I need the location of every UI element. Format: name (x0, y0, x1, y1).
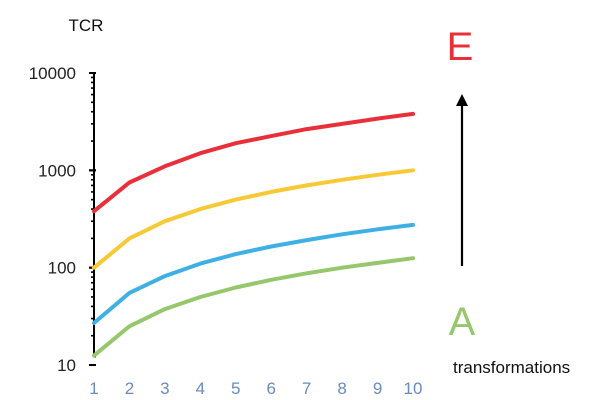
x-tick-label: 7 (302, 379, 311, 398)
annotation-bottom-letter: A (449, 300, 476, 344)
y-axis-title: TCR (69, 16, 104, 35)
x-tick-label: 1 (89, 379, 98, 398)
x-axis-title: transformations (453, 358, 570, 377)
x-tick-label: 8 (337, 379, 346, 398)
annotation-top-letter: E (447, 25, 474, 69)
y-tick-label: 100 (48, 259, 76, 278)
x-tick-label: 10 (404, 379, 423, 398)
series-line-2 (92, 168, 415, 270)
y-tick-label: 10 (57, 356, 76, 375)
x-tick-label: 2 (125, 379, 134, 398)
y-tick-label: 10000 (29, 64, 76, 83)
x-tick-label: 6 (266, 379, 275, 398)
x-tick-label: 3 (160, 379, 169, 398)
x-axis-tick-labels: 1 2 3 4 5 6 7 8 9 10 (89, 379, 422, 398)
y-axis-tick-labels: 10 100 1000 10000 (29, 64, 76, 375)
series-line-3 (92, 222, 415, 325)
x-tick-label: 9 (373, 379, 382, 398)
x-tick-label: 4 (196, 379, 205, 398)
y-tick-label: 1000 (38, 161, 76, 180)
series-line-1 (92, 111, 415, 214)
series-line-4 (92, 256, 415, 358)
up-arrow-icon (456, 94, 468, 266)
series-lines (92, 111, 415, 358)
x-tick-label: 5 (231, 379, 240, 398)
